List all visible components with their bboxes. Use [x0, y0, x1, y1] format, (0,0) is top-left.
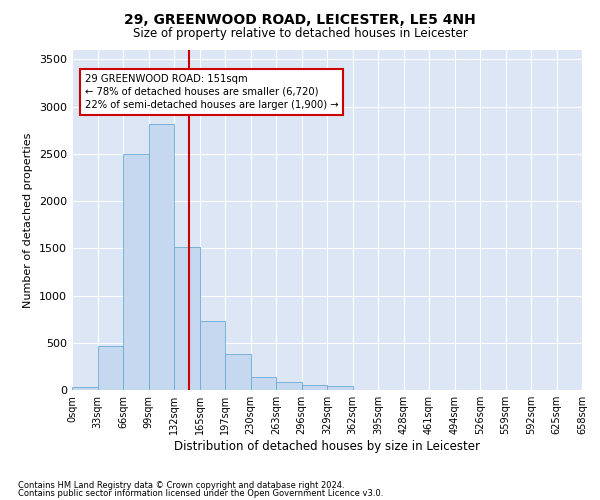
Bar	[225, 354, 251, 390]
Bar	[276, 382, 302, 390]
Bar	[302, 385, 327, 390]
Bar	[251, 377, 276, 390]
Y-axis label: Number of detached properties: Number of detached properties	[23, 132, 34, 308]
Text: Size of property relative to detached houses in Leicester: Size of property relative to detached ho…	[133, 28, 467, 40]
Text: 29, GREENWOOD ROAD, LEICESTER, LE5 4NH: 29, GREENWOOD ROAD, LEICESTER, LE5 4NH	[124, 12, 476, 26]
Bar	[149, 124, 174, 390]
Bar	[123, 154, 149, 390]
Bar	[327, 386, 353, 390]
Bar	[97, 346, 123, 390]
Bar	[199, 321, 225, 390]
Bar	[72, 387, 97, 390]
Text: 29 GREENWOOD ROAD: 151sqm
← 78% of detached houses are smaller (6,720)
22% of se: 29 GREENWOOD ROAD: 151sqm ← 78% of detac…	[85, 74, 338, 110]
Bar	[174, 248, 199, 390]
Text: Contains public sector information licensed under the Open Government Licence v3: Contains public sector information licen…	[18, 489, 383, 498]
X-axis label: Distribution of detached houses by size in Leicester: Distribution of detached houses by size …	[174, 440, 480, 453]
Text: Contains HM Land Registry data © Crown copyright and database right 2024.: Contains HM Land Registry data © Crown c…	[18, 480, 344, 490]
